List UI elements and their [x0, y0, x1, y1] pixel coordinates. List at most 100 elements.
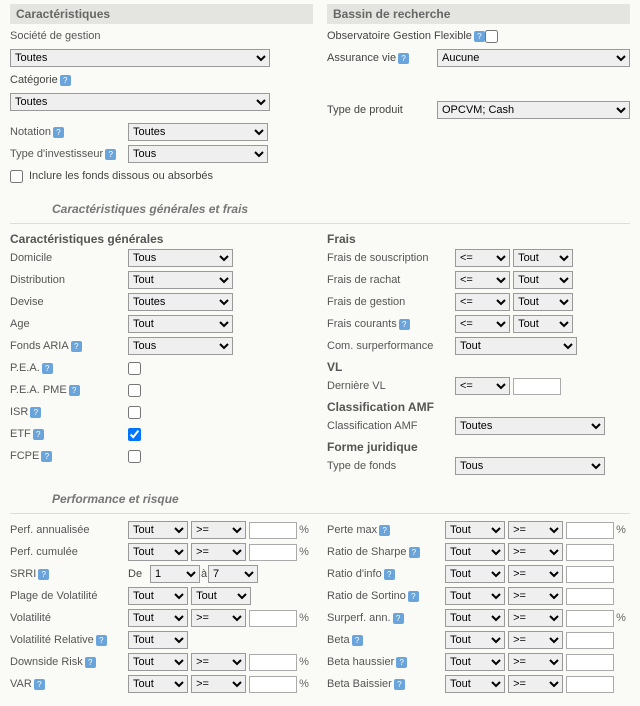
help-icon[interactable]: ? — [30, 407, 41, 418]
op-beta-h[interactable]: >= — [508, 653, 563, 671]
input-surperf[interactable] — [566, 610, 614, 627]
select-age[interactable]: Tout — [128, 315, 233, 333]
op-perf-cum[interactable]: >= — [191, 543, 246, 561]
input-perte-max[interactable] — [566, 522, 614, 539]
help-icon[interactable]: ? — [393, 613, 404, 624]
checkbox-isr[interactable] — [128, 406, 141, 419]
select-fonds-aria[interactable]: Tous — [128, 337, 233, 355]
op-frais-sousc[interactable]: <= — [455, 249, 510, 267]
help-icon[interactable]: ? — [105, 149, 116, 160]
select-plage-vol-1[interactable]: Tout — [128, 587, 188, 605]
select-type-fonds[interactable]: Tous — [455, 457, 605, 475]
select-beta-h-per[interactable]: Tout — [445, 653, 505, 671]
select-type-inv[interactable]: Tous — [128, 145, 268, 163]
help-icon[interactable]: ? — [352, 635, 363, 646]
select-distribution[interactable]: Tout — [128, 271, 233, 289]
select-assur-vie[interactable]: Aucune — [437, 49, 630, 67]
select-devise[interactable]: Toutes — [128, 293, 233, 311]
select-class-amf[interactable]: Toutes — [455, 417, 605, 435]
checkbox-pea[interactable] — [128, 362, 141, 375]
op-info[interactable]: >= — [508, 565, 563, 583]
op-frais-gestion[interactable]: <= — [455, 293, 510, 311]
select-perf-ann-per[interactable]: Tout — [128, 521, 188, 539]
help-icon[interactable]: ? — [409, 547, 420, 558]
select-sharpe-per[interactable]: Tout — [445, 543, 505, 561]
help-icon[interactable]: ? — [384, 569, 395, 580]
input-derniere-vl[interactable] — [513, 378, 561, 395]
help-icon[interactable]: ? — [85, 657, 96, 668]
select-vol-rel[interactable]: Tout — [128, 631, 188, 649]
select-beta-b-per[interactable]: Tout — [445, 675, 505, 693]
checkbox-etf[interactable] — [128, 428, 141, 441]
help-icon[interactable]: ? — [38, 569, 49, 580]
input-beta-h[interactable] — [566, 654, 614, 671]
op-frais-courants[interactable]: <= — [455, 315, 510, 333]
select-vol-per[interactable]: Tout — [128, 609, 188, 627]
checkbox-pea-pme[interactable] — [128, 384, 141, 397]
input-perf-ann[interactable] — [249, 522, 297, 539]
checkbox-inclure[interactable] — [10, 170, 23, 183]
input-info[interactable] — [566, 566, 614, 583]
op-down-risk[interactable]: >= — [191, 653, 246, 671]
select-srri-to[interactable]: 7 — [208, 565, 258, 583]
select-sortino-per[interactable]: Tout — [445, 587, 505, 605]
help-icon[interactable]: ? — [379, 525, 390, 536]
input-var[interactable] — [249, 676, 297, 693]
select-domicile[interactable]: Tous — [128, 249, 233, 267]
help-icon[interactable]: ? — [394, 679, 405, 690]
select-frais-gestion[interactable]: Tout — [513, 293, 573, 311]
select-categorie[interactable]: Toutes — [10, 93, 270, 111]
input-beta-b[interactable] — [566, 676, 614, 693]
select-frais-sousc[interactable]: Tout — [513, 249, 573, 267]
label-volatilite: Volatilité — [10, 612, 128, 624]
select-down-risk-per[interactable]: Tout — [128, 653, 188, 671]
select-perte-max-per[interactable]: Tout — [445, 521, 505, 539]
op-sharpe[interactable]: >= — [508, 543, 563, 561]
help-icon[interactable]: ? — [41, 451, 52, 462]
select-notation[interactable]: Toutes — [128, 123, 268, 141]
input-vol[interactable] — [249, 610, 297, 627]
input-beta[interactable] — [566, 632, 614, 649]
help-icon[interactable]: ? — [42, 363, 53, 374]
select-var-per[interactable]: Tout — [128, 675, 188, 693]
op-surperf[interactable]: >= — [508, 609, 563, 627]
help-icon[interactable]: ? — [53, 127, 64, 138]
help-icon[interactable]: ? — [34, 679, 45, 690]
help-icon[interactable]: ? — [398, 53, 409, 64]
op-perte-max[interactable]: >= — [508, 521, 563, 539]
select-perf-cum-per[interactable]: Tout — [128, 543, 188, 561]
help-icon[interactable]: ? — [408, 591, 419, 602]
checkbox-obs-flex[interactable] — [485, 30, 498, 43]
checkbox-fcpe[interactable] — [128, 450, 141, 463]
select-srri-from[interactable]: 1 — [150, 565, 200, 583]
help-icon[interactable]: ? — [396, 657, 407, 668]
op-perf-ann[interactable]: >= — [191, 521, 246, 539]
select-surperf-per[interactable]: Tout — [445, 609, 505, 627]
input-sortino[interactable] — [566, 588, 614, 605]
input-sharpe[interactable] — [566, 544, 614, 561]
select-beta-per[interactable]: Tout — [445, 631, 505, 649]
select-info-per[interactable]: Tout — [445, 565, 505, 583]
input-perf-cum[interactable] — [249, 544, 297, 561]
select-plage-vol-2[interactable]: Tout — [191, 587, 251, 605]
op-vol[interactable]: >= — [191, 609, 246, 627]
input-down-risk[interactable] — [249, 654, 297, 671]
help-icon[interactable]: ? — [71, 341, 82, 352]
select-type-prod[interactable]: OPCVM; Cash — [437, 101, 630, 119]
help-icon[interactable]: ? — [96, 635, 107, 646]
op-beta[interactable]: >= — [508, 631, 563, 649]
op-sortino[interactable]: >= — [508, 587, 563, 605]
select-com-surp[interactable]: Tout — [455, 337, 577, 355]
op-derniere-vl[interactable]: <= — [455, 377, 510, 395]
help-icon[interactable]: ? — [474, 31, 485, 42]
help-icon[interactable]: ? — [69, 385, 80, 396]
help-icon[interactable]: ? — [399, 319, 410, 330]
op-var[interactable]: >= — [191, 675, 246, 693]
op-frais-rachat[interactable]: <= — [455, 271, 510, 289]
help-icon[interactable]: ? — [60, 75, 71, 86]
select-frais-courants[interactable]: Tout — [513, 315, 573, 333]
select-frais-rachat[interactable]: Tout — [513, 271, 573, 289]
op-beta-b[interactable]: >= — [508, 675, 563, 693]
select-societe[interactable]: Toutes — [10, 49, 270, 67]
help-icon[interactable]: ? — [33, 429, 44, 440]
